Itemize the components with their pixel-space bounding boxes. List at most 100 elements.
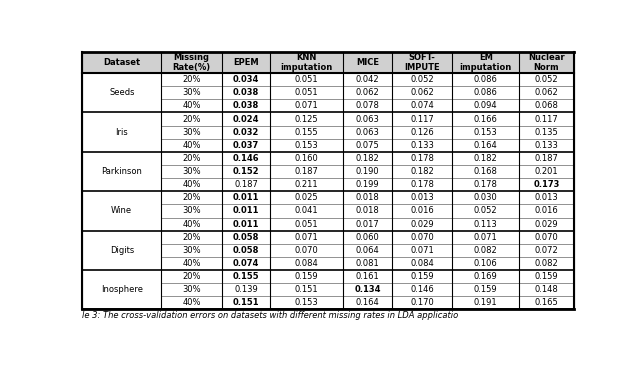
Text: 0.058: 0.058 — [233, 246, 259, 255]
Text: 0.159: 0.159 — [410, 272, 434, 281]
Text: 0.032: 0.032 — [233, 128, 259, 137]
Text: 40%: 40% — [182, 101, 201, 110]
Text: EM
imputation: EM imputation — [460, 53, 512, 72]
Text: 0.058: 0.058 — [233, 233, 259, 242]
Text: 0.190: 0.190 — [356, 167, 380, 176]
Text: 0.018: 0.018 — [356, 207, 380, 215]
Text: 0.113: 0.113 — [474, 220, 497, 228]
Text: 0.165: 0.165 — [534, 298, 558, 307]
Text: 0.151: 0.151 — [295, 285, 319, 294]
Text: 0.018: 0.018 — [356, 193, 380, 202]
Text: 0.062: 0.062 — [410, 88, 434, 97]
Bar — [83, 270, 573, 310]
Text: Dataset: Dataset — [103, 58, 140, 67]
Text: 20%: 20% — [182, 75, 201, 84]
Text: 0.052: 0.052 — [534, 75, 558, 84]
Text: 40%: 40% — [182, 141, 201, 150]
Text: 0.159: 0.159 — [474, 285, 497, 294]
Text: 0.063: 0.063 — [355, 115, 380, 123]
Text: 0.084: 0.084 — [410, 259, 434, 268]
Text: 0.173: 0.173 — [533, 180, 559, 189]
Text: 0.170: 0.170 — [410, 298, 434, 307]
Text: Seeds: Seeds — [109, 88, 134, 97]
Text: 0.013: 0.013 — [410, 193, 434, 202]
Text: KNN
imputation: KNN imputation — [281, 53, 333, 72]
Text: 0.153: 0.153 — [295, 141, 319, 150]
Text: 0.030: 0.030 — [474, 193, 497, 202]
Text: 0.166: 0.166 — [474, 115, 498, 123]
Text: 30%: 30% — [182, 128, 201, 137]
Bar — [83, 152, 573, 191]
Text: 0.191: 0.191 — [474, 298, 497, 307]
Text: 0.182: 0.182 — [356, 154, 380, 163]
Text: 0.146: 0.146 — [410, 285, 434, 294]
Text: 0.017: 0.017 — [356, 220, 380, 228]
Text: 0.038: 0.038 — [233, 88, 259, 97]
Text: Nuclear
Norm: Nuclear Norm — [528, 53, 564, 72]
Text: 0.011: 0.011 — [233, 220, 259, 228]
Text: 20%: 20% — [182, 193, 201, 202]
Text: 0.034: 0.034 — [233, 75, 259, 84]
Text: 0.086: 0.086 — [474, 88, 498, 97]
Text: 0.029: 0.029 — [534, 220, 558, 228]
Text: EPEM: EPEM — [234, 58, 259, 67]
Text: 0.211: 0.211 — [295, 180, 319, 189]
Text: 0.082: 0.082 — [474, 246, 497, 255]
Bar — [83, 191, 573, 231]
Text: 0.164: 0.164 — [356, 298, 380, 307]
Text: 0.164: 0.164 — [474, 141, 497, 150]
Text: 0.078: 0.078 — [355, 101, 380, 110]
Text: 0.187: 0.187 — [295, 167, 319, 176]
Text: 20%: 20% — [182, 272, 201, 281]
Text: 0.169: 0.169 — [474, 272, 497, 281]
Text: Digits: Digits — [109, 246, 134, 255]
Text: MICE: MICE — [356, 58, 379, 67]
Text: 0.155: 0.155 — [295, 128, 319, 137]
Bar — [83, 73, 573, 112]
Text: 0.084: 0.084 — [295, 259, 319, 268]
Text: 0.071: 0.071 — [295, 233, 319, 242]
Text: 0.038: 0.038 — [233, 101, 259, 110]
Text: 0.125: 0.125 — [295, 115, 319, 123]
Text: 0.060: 0.060 — [356, 233, 380, 242]
Text: 0.201: 0.201 — [534, 167, 558, 176]
Text: 0.070: 0.070 — [534, 233, 558, 242]
Text: 40%: 40% — [182, 298, 201, 307]
Text: 0.146: 0.146 — [233, 154, 259, 163]
Text: 0.041: 0.041 — [295, 207, 319, 215]
Text: 0.133: 0.133 — [534, 141, 558, 150]
Text: 0.068: 0.068 — [534, 101, 558, 110]
Text: 0.139: 0.139 — [234, 285, 258, 294]
Text: 0.161: 0.161 — [356, 272, 380, 281]
Text: 0.064: 0.064 — [356, 246, 380, 255]
Text: 0.016: 0.016 — [534, 207, 558, 215]
Text: 30%: 30% — [182, 207, 201, 215]
Text: 0.159: 0.159 — [295, 272, 319, 281]
Text: 0.126: 0.126 — [410, 128, 434, 137]
Text: 0.117: 0.117 — [410, 115, 434, 123]
Text: 0.094: 0.094 — [474, 101, 497, 110]
Text: 0.037: 0.037 — [233, 141, 259, 150]
Text: 0.042: 0.042 — [356, 75, 380, 84]
Bar — [83, 231, 573, 270]
Text: 30%: 30% — [182, 167, 201, 176]
Text: Parkinson: Parkinson — [101, 167, 142, 176]
Text: 0.134: 0.134 — [354, 285, 381, 294]
Text: 0.074: 0.074 — [233, 259, 259, 268]
Text: 0.011: 0.011 — [233, 207, 259, 215]
Text: 30%: 30% — [182, 285, 201, 294]
Text: 20%: 20% — [182, 233, 201, 242]
Text: Wine: Wine — [111, 207, 132, 215]
Text: 0.072: 0.072 — [534, 246, 558, 255]
Text: 0.106: 0.106 — [474, 259, 497, 268]
Text: 0.159: 0.159 — [534, 272, 558, 281]
Text: 0.071: 0.071 — [410, 246, 434, 255]
Text: 0.199: 0.199 — [356, 180, 380, 189]
Text: 0.062: 0.062 — [356, 88, 380, 97]
Text: 0.178: 0.178 — [410, 180, 434, 189]
Text: 0.187: 0.187 — [534, 154, 558, 163]
Text: 30%: 30% — [182, 246, 201, 255]
Text: 0.070: 0.070 — [410, 233, 434, 242]
Text: 0.071: 0.071 — [474, 233, 497, 242]
Text: 0.052: 0.052 — [410, 75, 434, 84]
